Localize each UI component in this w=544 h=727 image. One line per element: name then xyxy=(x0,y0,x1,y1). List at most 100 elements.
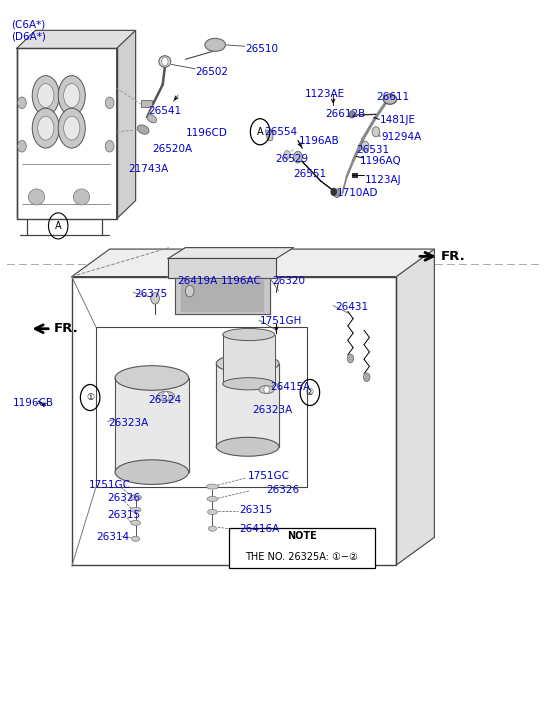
Ellipse shape xyxy=(217,438,279,457)
Ellipse shape xyxy=(147,115,157,123)
Ellipse shape xyxy=(207,484,219,489)
Text: 26326: 26326 xyxy=(267,484,300,494)
Text: 26419A: 26419A xyxy=(177,276,218,286)
Circle shape xyxy=(284,150,290,159)
Text: 26531: 26531 xyxy=(356,145,390,155)
Circle shape xyxy=(331,188,336,196)
Ellipse shape xyxy=(222,378,275,390)
Bar xyxy=(96,327,307,486)
Text: 1481JE: 1481JE xyxy=(380,115,416,125)
Polygon shape xyxy=(16,31,135,49)
Ellipse shape xyxy=(38,84,54,108)
Ellipse shape xyxy=(205,39,225,52)
Ellipse shape xyxy=(64,84,80,108)
Circle shape xyxy=(17,140,26,152)
Ellipse shape xyxy=(28,189,45,205)
Text: A: A xyxy=(257,126,263,137)
Ellipse shape xyxy=(159,56,171,68)
Polygon shape xyxy=(116,31,135,219)
Ellipse shape xyxy=(259,385,274,393)
Text: 26375: 26375 xyxy=(134,289,167,299)
Ellipse shape xyxy=(131,521,140,526)
Polygon shape xyxy=(217,364,279,447)
Circle shape xyxy=(264,386,269,393)
Text: (C6A*): (C6A*) xyxy=(11,20,45,30)
Ellipse shape xyxy=(130,507,141,513)
Circle shape xyxy=(186,285,194,297)
Polygon shape xyxy=(168,259,276,278)
Ellipse shape xyxy=(58,108,85,148)
Text: 26611: 26611 xyxy=(376,92,410,102)
Text: 26320: 26320 xyxy=(272,276,305,286)
Text: NOTE: NOTE xyxy=(287,531,317,541)
Text: 1196AB: 1196AB xyxy=(299,136,340,146)
Circle shape xyxy=(162,57,168,66)
Ellipse shape xyxy=(115,366,189,390)
Text: 26315: 26315 xyxy=(108,510,140,520)
Text: 26520A: 26520A xyxy=(152,144,192,154)
Polygon shape xyxy=(222,334,275,384)
Text: 26416A: 26416A xyxy=(239,524,280,534)
Bar xyxy=(228,528,375,568)
Ellipse shape xyxy=(32,108,59,148)
Text: 26326: 26326 xyxy=(108,493,140,503)
Polygon shape xyxy=(72,249,434,276)
Ellipse shape xyxy=(157,391,175,401)
Circle shape xyxy=(347,354,354,363)
Text: 91294A: 91294A xyxy=(382,132,422,142)
Circle shape xyxy=(349,111,355,118)
Ellipse shape xyxy=(32,76,59,116)
Text: ①: ① xyxy=(86,393,94,402)
Text: 26510: 26510 xyxy=(245,44,278,55)
Text: ②: ② xyxy=(306,388,314,397)
Ellipse shape xyxy=(58,76,85,116)
Polygon shape xyxy=(265,130,274,140)
Circle shape xyxy=(372,126,380,137)
Circle shape xyxy=(151,292,159,304)
Polygon shape xyxy=(181,280,263,311)
Text: 26502: 26502 xyxy=(195,67,228,76)
Text: 26612B: 26612B xyxy=(325,109,365,119)
Text: 1196CD: 1196CD xyxy=(186,128,227,138)
Ellipse shape xyxy=(64,116,80,140)
Text: 26554: 26554 xyxy=(264,126,298,137)
Text: 1751GC: 1751GC xyxy=(248,472,290,481)
Circle shape xyxy=(106,97,114,108)
Text: 26431: 26431 xyxy=(335,302,368,312)
Text: 1123AE: 1123AE xyxy=(305,89,344,99)
Circle shape xyxy=(333,189,340,198)
Text: FR.: FR. xyxy=(441,250,466,263)
Text: 26323A: 26323A xyxy=(252,405,293,415)
Polygon shape xyxy=(115,378,189,472)
Circle shape xyxy=(363,373,370,382)
Text: 21743A: 21743A xyxy=(128,164,169,174)
Text: 1123AJ: 1123AJ xyxy=(365,174,401,185)
Text: 1751GC: 1751GC xyxy=(89,480,131,490)
Bar xyxy=(72,276,397,565)
Text: FR.: FR. xyxy=(53,322,78,335)
Ellipse shape xyxy=(129,495,141,500)
Bar xyxy=(351,173,357,177)
Circle shape xyxy=(17,97,26,108)
Ellipse shape xyxy=(38,116,54,140)
Circle shape xyxy=(294,151,302,163)
Text: 1196AQ: 1196AQ xyxy=(360,156,401,166)
Text: 26324: 26324 xyxy=(149,395,182,405)
Polygon shape xyxy=(168,248,294,259)
Text: 26314: 26314 xyxy=(97,531,130,542)
Text: 26541: 26541 xyxy=(149,106,182,116)
Text: 26529: 26529 xyxy=(275,154,308,164)
Text: 1751GH: 1751GH xyxy=(260,316,302,326)
Ellipse shape xyxy=(208,510,218,515)
Ellipse shape xyxy=(132,537,140,542)
Text: (D6A*): (D6A*) xyxy=(11,31,46,41)
Text: 26551: 26551 xyxy=(294,169,327,179)
Ellipse shape xyxy=(138,125,149,134)
Ellipse shape xyxy=(383,94,397,104)
Bar xyxy=(141,100,152,107)
Text: 26323A: 26323A xyxy=(109,418,149,428)
Polygon shape xyxy=(397,249,434,565)
Text: 1196AC: 1196AC xyxy=(220,276,262,286)
Circle shape xyxy=(106,140,114,152)
Circle shape xyxy=(163,392,169,401)
